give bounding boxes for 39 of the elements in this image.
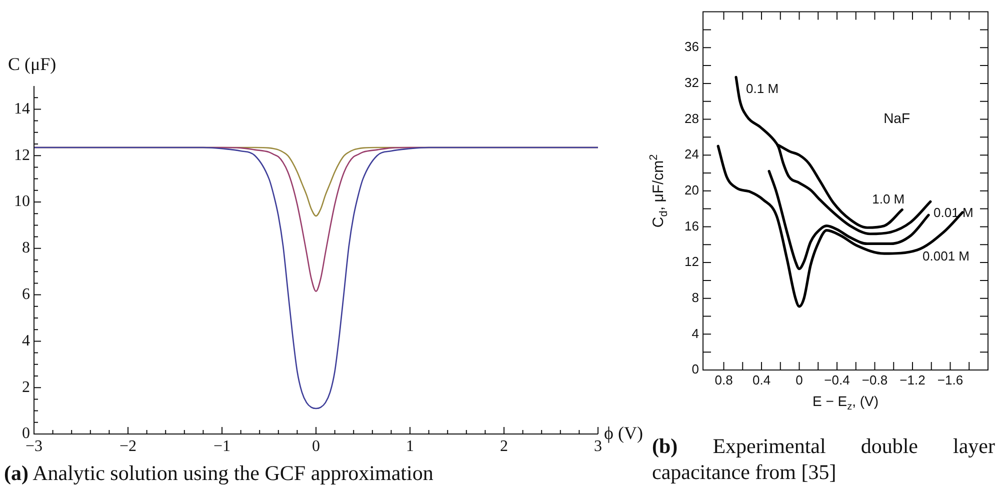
- x-tick-label: 0.4: [752, 372, 771, 388]
- y-tick-label: 4: [692, 326, 699, 341]
- x-tick-label: 3: [594, 438, 602, 455]
- series-label: 0.1 M: [746, 81, 779, 96]
- y-tick-label: 28: [684, 110, 699, 126]
- x-tick-label: −2: [119, 438, 137, 455]
- x-tick-label: −1: [213, 438, 231, 455]
- annotation: NaF: [884, 110, 910, 126]
- x-tick-label: 2: [500, 438, 508, 455]
- text: (a) Analytic solution using the GCF approximation: [4, 460, 434, 486]
- y-tick-label: 36: [684, 39, 699, 54]
- x-tick-label: −1.6: [937, 372, 964, 388]
- y-tick-label: 20: [684, 182, 699, 198]
- y-tick-label: 14: [14, 100, 30, 118]
- y-tick-label: 4: [22, 332, 30, 350]
- x-tick-label: 0: [312, 438, 320, 455]
- y-axis-title: C (μF): [8, 54, 56, 74]
- x-tick-label: −0.4: [824, 372, 850, 388]
- y-tick-label: 12: [14, 146, 30, 164]
- y-tick-label: 8: [692, 290, 699, 305]
- y-tick-label: 6: [22, 286, 30, 304]
- y-tick-label: 0: [692, 362, 699, 377]
- x-tick-label: −1.2: [900, 372, 926, 388]
- x-axis-title: ϕ (V): [604, 423, 643, 443]
- x-tick-label: 0: [796, 372, 803, 388]
- y-axis-title: Cd, μF/cm2: [648, 154, 670, 228]
- y-tick-label: 16: [684, 218, 699, 234]
- series-label: 1.0 M: [872, 192, 905, 207]
- y-tick-label: 12: [684, 254, 699, 270]
- series-label: 0.001 M: [922, 248, 970, 264]
- y-tick-label: 10: [14, 193, 30, 210]
- series-label: 0.01 M: [934, 205, 974, 220]
- y-tick-label: 32: [684, 75, 699, 90]
- text: (b) Experimental double layer capacitance from [35]: [652, 434, 995, 484]
- x-tick-label: 0.8: [714, 372, 733, 388]
- x-tick-label: 1: [406, 438, 414, 455]
- x-tick-label: −0.8: [862, 372, 888, 388]
- y-tick-label: 24: [684, 146, 699, 162]
- y-tick-label: 8: [22, 240, 30, 257]
